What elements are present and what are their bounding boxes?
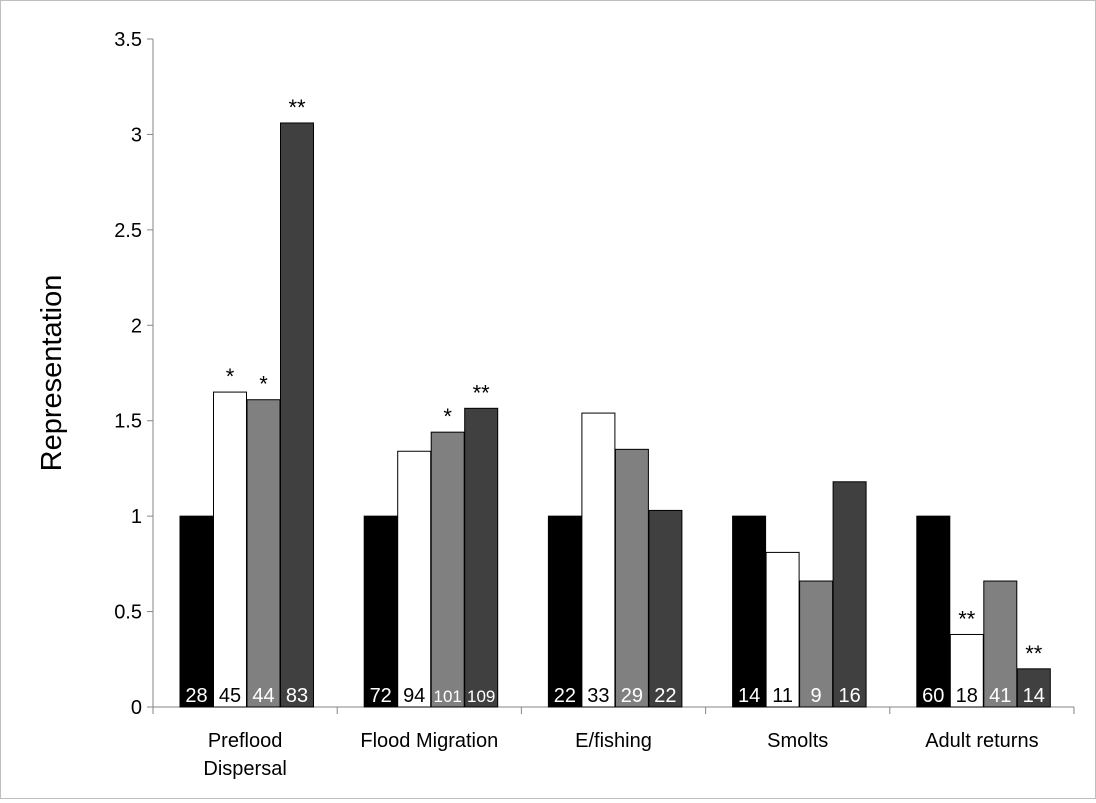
bar [765,551,800,708]
y-tick-label: 0 [131,697,142,719]
bar [280,122,314,708]
x-category-label: Dispersal [203,758,286,780]
bar [916,515,951,708]
bar [547,515,582,708]
bar-count-label: 45 [219,685,241,707]
x-category-label: Preflood [208,730,283,752]
y-tick-label: 3.5 [114,29,142,51]
bar-count-label: 22 [654,685,676,707]
bar-count-label: 101 [434,687,462,706]
bar-count-label: 22 [554,685,576,707]
bar [179,515,214,708]
significance-mark: ** [958,606,976,631]
bar [983,580,1018,708]
bar [799,580,834,708]
bar-count-label: 9 [811,685,822,707]
bar [949,633,984,708]
bar [213,391,247,708]
bar-count-label: 29 [621,685,643,707]
bar-count-label: 14 [1023,685,1045,707]
bar [1016,668,1051,708]
bar-count-label: 94 [403,685,425,707]
bar [581,412,616,708]
bar [363,515,398,708]
bar-count-label: 44 [252,685,274,707]
bar-count-label: 72 [370,685,392,707]
bar-count-label: 18 [956,685,978,707]
significance-mark: * [443,404,452,429]
bar-count-label: 83 [286,685,308,707]
significance-mark: * [226,364,235,389]
bar-count-label: 14 [738,685,760,707]
bar-count-label: 33 [587,685,609,707]
bar-count-label: 28 [185,685,207,707]
bar [246,399,281,708]
y-tick-label: 2 [131,315,142,337]
y-tick-label: 1 [131,506,142,528]
y-tick-label: 2.5 [114,220,142,242]
bar-count-label: 109 [467,687,495,706]
significance-mark: ** [288,95,306,120]
bar [832,481,867,708]
bar [397,450,432,708]
bar [648,509,683,708]
bar [464,407,499,708]
significance-mark: ** [1025,641,1043,666]
significance-mark: ** [473,380,491,405]
bar-count-label: 16 [838,685,860,707]
x-category-label: Adult returns [925,730,1038,752]
x-category-label: Flood Migration [360,730,498,752]
significance-mark: * [259,372,268,397]
bar [430,431,465,708]
bar-count-label: 11 [772,685,793,707]
bar [732,515,767,708]
x-category-label: Smolts [767,730,828,752]
bar [614,448,649,708]
y-axis-label: Representation [36,275,68,472]
x-category-label: E/fishing [575,730,652,752]
y-tick-label: 3 [131,124,142,146]
y-tick-label: 1.5 [114,411,142,433]
bar-count-label: 60 [922,685,944,707]
bar-count-label: 41 [989,685,1011,707]
y-tick-label: 0.5 [114,602,142,624]
